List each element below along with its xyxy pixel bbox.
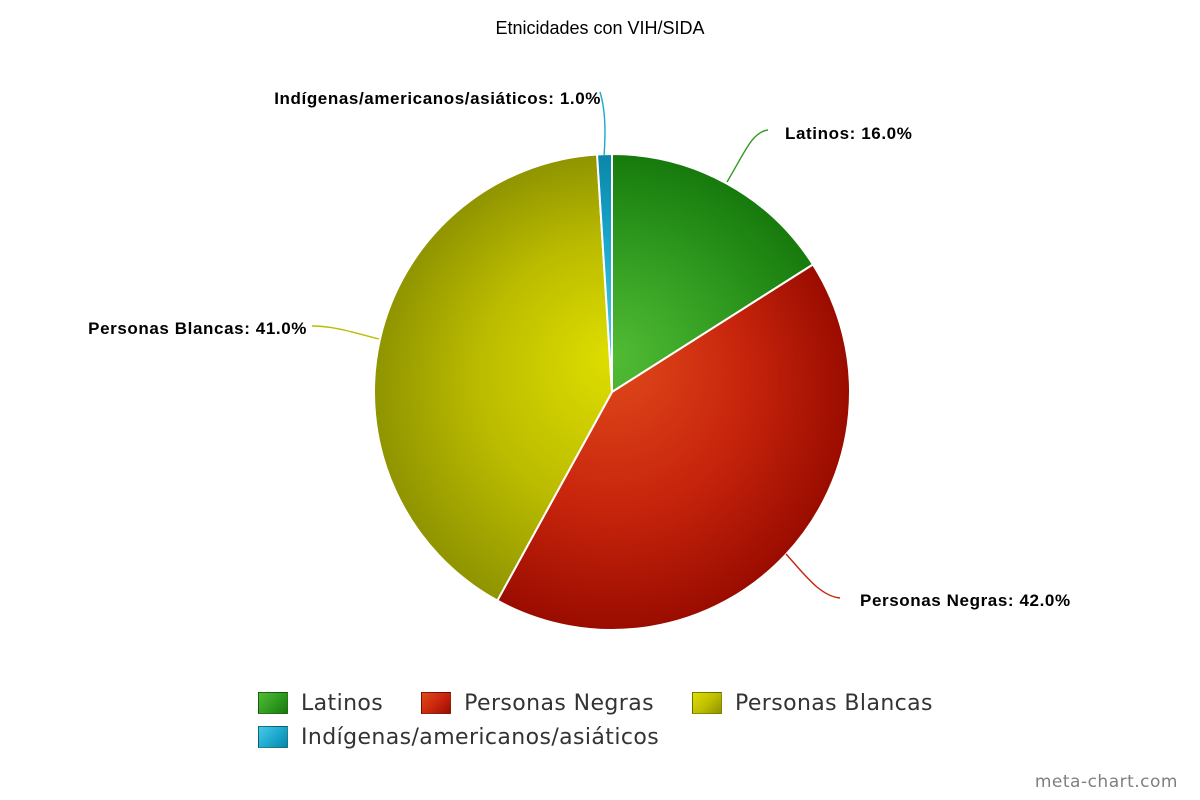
pie-slice-personas-negras[interactable] — [496, 263, 851, 631]
legend: Latinos Personas Negras Personas Blancas… — [258, 686, 978, 754]
credit-link[interactable]: meta-chart.com — [1034, 772, 1178, 792]
pie-slice-latinos[interactable] — [611, 153, 814, 393]
legend-item-indigenas[interactable]: Indígenas/americanos/asiáticos — [258, 725, 659, 750]
chart-title: Etnicidades con VIH/SIDA — [495, 18, 704, 38]
legend-swatch — [421, 692, 452, 714]
legend-swatch — [258, 692, 288, 714]
legend-item-latinos[interactable]: Latinos — [258, 691, 383, 716]
data-label-personas-negras: Personas Negras: 42.0% — [860, 591, 1071, 610]
legend-swatch — [691, 692, 722, 714]
legend-label: Indígenas/americanos/asiáticos — [301, 724, 660, 750]
legend-label: Personas Negras — [464, 690, 654, 716]
legend-label: Latinos — [301, 690, 384, 716]
data-label-indigenas: Indígenas/americanos/asiáticos: 1.0% — [274, 89, 601, 108]
legend-item-personas-blancas[interactable]: Personas Blancas — [691, 690, 933, 716]
data-label-personas-blancas: Personas Blancas: 41.0% — [88, 319, 307, 338]
pie-slices — [373, 153, 851, 631]
legend-swatch — [258, 726, 288, 748]
data-label-latinos: Latinos: 16.0% — [785, 124, 912, 143]
pie-slice-personas-blancas[interactable] — [373, 153, 613, 602]
legend-item-personas-negras[interactable]: Personas Negras — [421, 691, 654, 716]
connector-personas-negras — [785, 553, 841, 599]
connector-indigenas — [599, 91, 606, 157]
data-labels: Latinos: 16.0% Personas Negras: 42.0% Pers… — [88, 89, 1071, 610]
connector-latinos — [726, 129, 769, 183]
label-connectors — [311, 91, 841, 599]
connector-personas-blancas — [311, 325, 380, 340]
legend-label: Personas Blancas — [734, 690, 933, 716]
